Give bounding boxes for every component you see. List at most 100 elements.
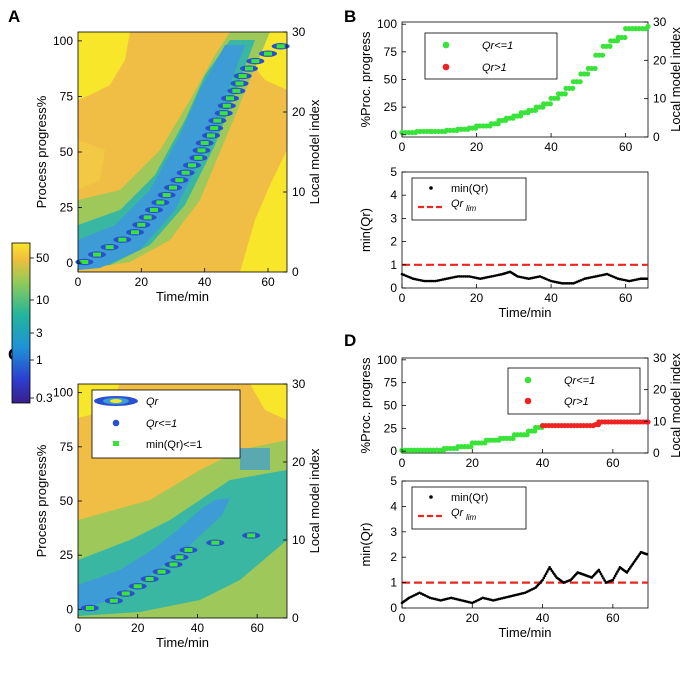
x-tick-label: 40 — [544, 291, 558, 305]
x-tick-label: 60 — [606, 611, 620, 625]
y-tick-label: 100 — [53, 386, 73, 400]
min-qr-dot — [566, 282, 570, 285]
min-qr-point — [245, 66, 253, 71]
b-top-axes: 0 20 40 60 0 25 50 75 100 0 10 20 30 %Proc. progress L… — [358, 15, 683, 154]
y2-tick-label: 10 — [653, 414, 667, 428]
min-qr-point — [200, 140, 209, 145]
heatmap-near-region — [78, 45, 245, 270]
y-tick-label: 2 — [390, 235, 397, 249]
x-tick-label: 40 — [198, 275, 212, 289]
y2-tick-label: 0 — [653, 446, 660, 460]
y-tick-label: 0 — [390, 444, 397, 458]
y-axis-label: min(Qr) — [358, 522, 373, 566]
y2-tick-label: 20 — [292, 455, 306, 469]
y2-axis-label: Local model index — [668, 27, 683, 132]
min-qr-point — [184, 547, 193, 552]
heatmap-near-region — [240, 448, 270, 470]
qr-le1-dot — [599, 52, 606, 58]
min-qr-point — [276, 44, 285, 49]
heatmap-far-region — [78, 140, 105, 190]
x-tick-label: 40 — [191, 621, 205, 635]
y-tick-label: 0 — [66, 602, 73, 616]
min-qr-point — [264, 51, 272, 56]
x-tick-label: 20 — [470, 140, 484, 154]
y2-tick-label: 20 — [653, 383, 667, 397]
min-qr-point — [118, 237, 127, 242]
y-tick-label: 3 — [390, 525, 397, 539]
y2-tick-label: 30 — [292, 377, 306, 391]
y-tick-label: 75 — [384, 376, 398, 390]
min-qr-point — [188, 163, 196, 168]
min-qr-point — [93, 252, 101, 257]
min-qr-dot — [428, 279, 432, 283]
legend-label-qrlim-sub: lim — [466, 513, 477, 522]
y2-axis-label: Local model index — [668, 353, 683, 458]
min-qr-dot — [424, 279, 428, 283]
y-tick-label: 75 — [384, 45, 398, 59]
y-tick-label: 1 — [390, 258, 397, 272]
y2-tick-label: 30 — [292, 25, 306, 39]
min-qr-dot — [613, 574, 617, 578]
y-tick-label: 0 — [390, 128, 397, 142]
colorbar-tick-label: 10 — [36, 293, 50, 307]
min-qr-point — [251, 59, 260, 64]
min-qr-point — [80, 260, 89, 264]
legend-marker-blue — [112, 419, 120, 427]
y-tick-label: 50 — [384, 73, 398, 87]
qr-le1-dot — [547, 101, 553, 107]
y2-tick-label: 0 — [292, 265, 299, 279]
trajectory-points — [80, 532, 261, 612]
y-tick-label: 4 — [390, 499, 397, 513]
legend-box — [411, 486, 527, 530]
qr-le1-dot — [562, 91, 568, 97]
x-tick-label: 60 — [619, 291, 633, 305]
y-tick-label: 0 — [390, 281, 397, 295]
y-tick-label: 75 — [60, 89, 74, 103]
colorbar-tick-label: 3 — [36, 326, 43, 340]
qr-gt1-dot — [645, 419, 651, 425]
min-qr-dot — [599, 572, 603, 576]
min-qr-point — [194, 155, 203, 160]
y-tick-label: 100 — [377, 17, 397, 31]
c-legend: Qr Qr<=1 min(Qr)<=1 — [91, 389, 241, 459]
min-qr-dot — [423, 279, 426, 283]
d-bottom-plot — [400, 550, 649, 605]
legend-box — [424, 32, 558, 80]
min-qr-dot — [615, 572, 618, 576]
x-tick-label: 60 — [619, 140, 633, 154]
legend-label-c-minqr-le1: min(Qr)<=1 — [146, 439, 202, 451]
min-qr-dot — [542, 576, 546, 580]
qr-le1-dot — [622, 34, 628, 41]
colorbar: 50 10 3 1 0.3 — [11, 242, 53, 405]
min-qr-dot — [544, 572, 548, 576]
trajectory-points — [75, 43, 290, 266]
min-qr-point — [131, 230, 139, 235]
min-qr-dot — [617, 568, 621, 571]
min-qr-dot — [645, 552, 649, 556]
min-qr-dot — [612, 576, 616, 580]
x-tick-label: 40 — [536, 611, 550, 625]
min-qr-dot — [456, 275, 460, 278]
colorbar-tick-label: 50 — [36, 251, 50, 265]
y-tick-label: 0 — [390, 601, 397, 615]
min-qr-dot — [543, 574, 547, 578]
min-qr-point — [133, 584, 142, 589]
min-qr-dot — [616, 570, 619, 573]
min-qr-point — [232, 88, 241, 93]
legend-marker-red — [442, 63, 450, 71]
min-qr-dot — [602, 577, 605, 580]
qr-le1-dot — [570, 85, 576, 91]
y2-tick-label: 20 — [292, 105, 306, 119]
legend-label-qr-gt1: Qr>1 — [482, 62, 507, 74]
min-qr-point — [210, 126, 219, 131]
min-qr-dot — [464, 275, 467, 278]
min-qr-point — [121, 591, 130, 596]
panel-a-heatmap: 0 20 40 60 0 25 50 75 100 0 10 20 30 Time/min Process … — [34, 25, 322, 304]
legend-label-minqr: min(Qr) — [451, 492, 488, 504]
x-tick-label: 20 — [466, 611, 480, 625]
x-tick-label: 20 — [135, 275, 149, 289]
y2-tick-label: 10 — [292, 533, 306, 547]
y-tick-label: 100 — [53, 34, 73, 48]
min-qr-point — [156, 200, 165, 205]
